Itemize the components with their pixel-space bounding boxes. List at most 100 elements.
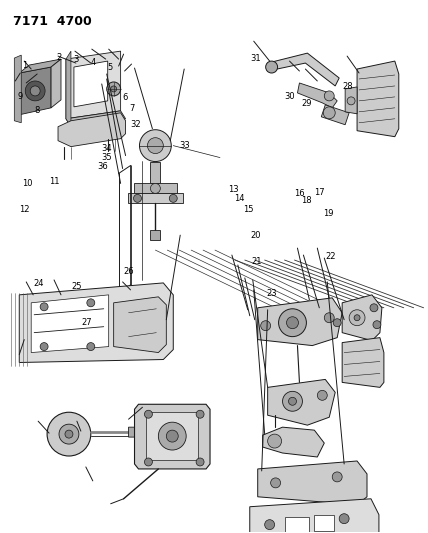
- Text: 1: 1: [22, 61, 27, 69]
- Text: 12: 12: [20, 205, 30, 214]
- Text: 30: 30: [284, 92, 295, 101]
- Circle shape: [349, 310, 365, 326]
- Text: 2: 2: [56, 53, 62, 62]
- Polygon shape: [342, 337, 384, 387]
- Polygon shape: [58, 113, 125, 147]
- Circle shape: [270, 478, 281, 488]
- Polygon shape: [263, 427, 324, 457]
- Text: 5: 5: [107, 63, 113, 72]
- Text: 8: 8: [35, 106, 40, 115]
- Polygon shape: [250, 499, 379, 533]
- Text: 3: 3: [73, 55, 78, 64]
- Circle shape: [324, 91, 334, 101]
- Circle shape: [332, 472, 342, 482]
- Polygon shape: [150, 161, 160, 183]
- Circle shape: [169, 195, 177, 203]
- Polygon shape: [128, 427, 145, 437]
- Circle shape: [266, 61, 278, 73]
- Polygon shape: [114, 297, 166, 352]
- Circle shape: [373, 321, 381, 329]
- Text: 29: 29: [301, 99, 312, 108]
- Text: 23: 23: [266, 288, 277, 297]
- Circle shape: [87, 299, 95, 307]
- Circle shape: [323, 107, 335, 119]
- Circle shape: [150, 183, 160, 193]
- Polygon shape: [150, 230, 160, 240]
- Circle shape: [158, 422, 186, 450]
- Polygon shape: [357, 61, 399, 136]
- Circle shape: [282, 391, 303, 411]
- Polygon shape: [268, 379, 335, 425]
- Text: 28: 28: [343, 82, 353, 91]
- Circle shape: [268, 434, 282, 448]
- Polygon shape: [345, 87, 357, 114]
- Polygon shape: [258, 298, 342, 345]
- Circle shape: [279, 309, 306, 337]
- Text: 27: 27: [81, 318, 92, 327]
- Text: 31: 31: [250, 54, 261, 63]
- Polygon shape: [321, 105, 349, 125]
- Circle shape: [261, 321, 270, 330]
- Text: 34: 34: [101, 144, 112, 154]
- Polygon shape: [19, 283, 173, 362]
- Bar: [146, 412, 198, 460]
- Text: 11: 11: [49, 177, 60, 186]
- Circle shape: [30, 86, 40, 96]
- Circle shape: [196, 410, 204, 418]
- Text: 7171  4700: 7171 4700: [13, 15, 92, 28]
- Circle shape: [324, 313, 334, 322]
- Polygon shape: [74, 61, 108, 107]
- Circle shape: [65, 430, 73, 438]
- Text: 17: 17: [314, 188, 325, 197]
- Polygon shape: [258, 461, 367, 505]
- Circle shape: [354, 315, 360, 321]
- Bar: [314, 515, 334, 531]
- Text: 6: 6: [122, 93, 128, 102]
- Circle shape: [286, 317, 298, 329]
- Polygon shape: [51, 59, 61, 108]
- Text: 36: 36: [97, 163, 108, 171]
- Text: 21: 21: [251, 257, 262, 265]
- Circle shape: [145, 458, 152, 466]
- Text: 9: 9: [18, 92, 23, 101]
- Text: 26: 26: [124, 268, 134, 276]
- Polygon shape: [66, 111, 125, 127]
- Text: 14: 14: [234, 194, 245, 203]
- Text: 10: 10: [22, 179, 32, 188]
- Text: 16: 16: [294, 189, 304, 198]
- Text: 20: 20: [250, 231, 261, 240]
- Polygon shape: [14, 55, 21, 123]
- Polygon shape: [66, 51, 71, 127]
- Polygon shape: [342, 295, 382, 341]
- Text: 13: 13: [228, 185, 238, 194]
- Polygon shape: [66, 51, 121, 119]
- Text: 24: 24: [33, 279, 44, 288]
- Text: 15: 15: [243, 205, 253, 214]
- Circle shape: [87, 343, 95, 351]
- Polygon shape: [134, 183, 177, 193]
- Text: 33: 33: [180, 141, 190, 150]
- Polygon shape: [134, 404, 210, 469]
- Polygon shape: [128, 193, 183, 203]
- Circle shape: [265, 520, 275, 530]
- Text: 7: 7: [130, 104, 135, 113]
- Circle shape: [134, 195, 142, 203]
- Circle shape: [339, 514, 349, 523]
- Circle shape: [25, 81, 45, 101]
- Text: 35: 35: [101, 154, 112, 163]
- Circle shape: [40, 303, 48, 311]
- Circle shape: [196, 458, 204, 466]
- Circle shape: [147, 138, 163, 154]
- Circle shape: [47, 412, 91, 456]
- Polygon shape: [31, 295, 109, 352]
- Circle shape: [347, 97, 355, 105]
- Polygon shape: [19, 67, 51, 115]
- Circle shape: [166, 430, 178, 442]
- Text: 4: 4: [90, 58, 95, 67]
- Circle shape: [111, 86, 117, 92]
- Text: 32: 32: [130, 120, 141, 129]
- Polygon shape: [268, 53, 339, 86]
- Circle shape: [59, 424, 79, 444]
- Circle shape: [145, 410, 152, 418]
- Text: 19: 19: [323, 209, 333, 218]
